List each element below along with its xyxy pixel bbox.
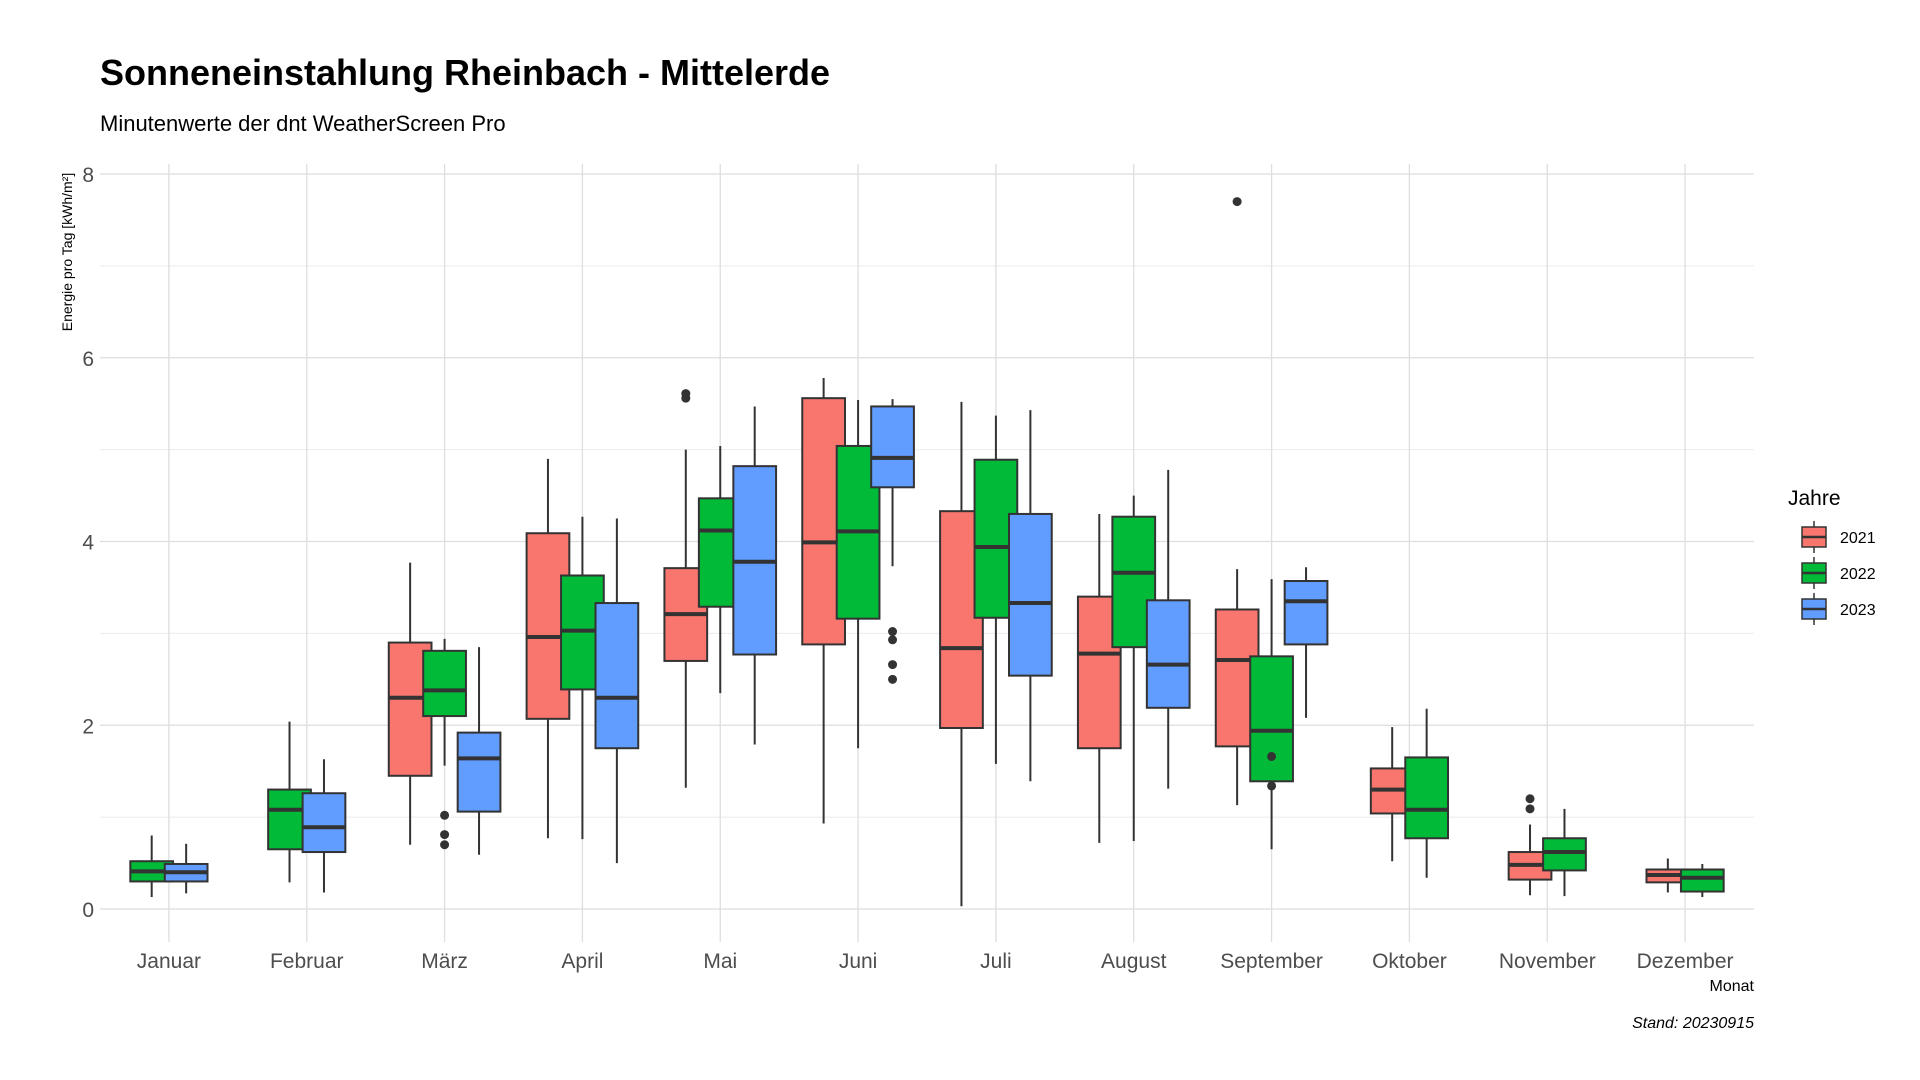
x-tick-label: September (1220, 950, 1323, 973)
x-tick-label: Dezember (1637, 950, 1734, 973)
legend-item-2022: 2022 (1801, 557, 1876, 589)
box-2023-September (1283, 567, 1329, 718)
x-tick-label: Oktober (1372, 950, 1447, 973)
outlier-point (888, 635, 898, 645)
legend-title: Jahre (1788, 487, 1841, 510)
box-2022-September (1249, 579, 1294, 850)
x-tick-label: Februar (270, 950, 344, 973)
box-2023-Juni (870, 399, 915, 684)
x-tick-label: November (1499, 950, 1596, 973)
box (456, 731, 502, 813)
box-2023-Juli (1008, 410, 1053, 782)
x-tick-label: April (561, 950, 603, 973)
legend-label: 2021 (1840, 530, 1876, 547)
x-tick-label: Juli (980, 950, 1012, 973)
x-tick-label: Januar (137, 950, 201, 973)
legend-item-2023: 2023 (1801, 593, 1876, 625)
box (1404, 756, 1450, 840)
box-2023-Februar (301, 759, 347, 893)
outlier-point (1232, 197, 1242, 207)
box-2023-Januar (163, 843, 209, 894)
y-tick-label: 8 (82, 164, 94, 187)
chart-subtitle: Minutenwerte der dnt WeatherScreen Pro (100, 111, 506, 136)
outlier-point (440, 830, 450, 840)
box (1249, 655, 1294, 783)
box (1542, 837, 1587, 872)
box-2023-August (1145, 469, 1191, 789)
box (1679, 868, 1725, 893)
outlier-point (1267, 751, 1277, 761)
box-2023-Mai (732, 406, 778, 745)
outlier-point (681, 389, 691, 399)
box-2022-März (422, 638, 467, 850)
outlier-point (1267, 781, 1277, 791)
outlier-point (888, 660, 898, 670)
box (1283, 580, 1329, 646)
box-2023-März (456, 647, 502, 855)
outlier-point (440, 810, 450, 820)
outlier-point (1525, 794, 1535, 804)
x-tick-label: August (1101, 950, 1167, 973)
y-tick-label: 6 (82, 348, 94, 371)
y-tick-label: 0 (82, 899, 94, 922)
box (301, 792, 347, 854)
box-2022-November (1542, 808, 1587, 897)
outlier-point (440, 840, 450, 850)
caption: Stand: 20230915 (1632, 1015, 1754, 1032)
outlier-point (888, 674, 898, 684)
y-tick-label: 2 (82, 715, 94, 738)
y-tick-label: 4 (82, 532, 94, 555)
legend-label: 2022 (1840, 566, 1876, 583)
box-2022-Dezember (1679, 863, 1725, 898)
legend: Jahre 2021 2022 2023 (1788, 487, 1876, 625)
box (870, 405, 915, 489)
box-2023-April (594, 518, 640, 864)
box-2022-Oktober (1404, 708, 1450, 878)
legend-item-2021: 2021 (1801, 521, 1876, 553)
outlier-point (888, 627, 898, 637)
x-tick-label: März (421, 950, 468, 973)
box (594, 602, 640, 750)
box (1008, 512, 1053, 677)
x-tick-label: Mai (703, 950, 737, 973)
x-axis-label: Monat (1710, 978, 1755, 995)
x-tick-label: Juni (839, 950, 878, 973)
box (422, 649, 467, 718)
outlier-point (1525, 804, 1535, 814)
box (1145, 599, 1191, 709)
y-axis-label: Energie pro Tag [kWh/m²] (59, 173, 75, 331)
legend-label: 2023 (1840, 602, 1876, 619)
plot-area: 0 2 4 6 8 Januar Februar März April Mai Juni Juli Au… (82, 164, 1754, 973)
chart-title: Sonneneinstahlung Rheinbach - Mittelerde (100, 52, 830, 93)
